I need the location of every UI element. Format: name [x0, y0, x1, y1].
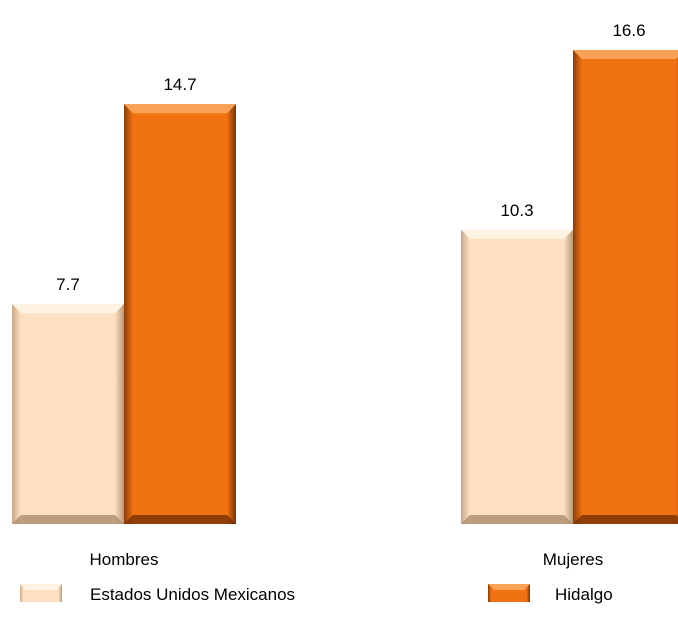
- bar-hombres-estados-unidos-mexicanos: [12, 304, 124, 524]
- bars-layer: [12, 49, 678, 525]
- bar-hombres-hidalgo: [124, 104, 236, 525]
- legend-swatch: [488, 584, 530, 602]
- legend-label: Hidalgo: [555, 585, 613, 604]
- legend-item-estados-unidos-mexicanos: Estados Unidos Mexicanos: [20, 584, 295, 604]
- legend-swatch: [20, 584, 62, 602]
- bar-mujeres-estados-unidos-mexicanos: [461, 229, 573, 524]
- data-label-mujeres-estados-unidos-mexicanos: 10.3: [500, 201, 533, 220]
- bar-mujeres-hidalgo: [573, 49, 678, 525]
- category-label-mujeres: Mujeres: [543, 550, 603, 569]
- legend-item-hidalgo: Hidalgo: [488, 584, 613, 604]
- legend-label: Estados Unidos Mexicanos: [90, 585, 295, 604]
- legend: Estados Unidos Mexicanos Hidalgo: [20, 584, 613, 604]
- data-label-mujeres-hidalgo: 16.6: [612, 21, 645, 40]
- labels-layer: 7.7 14.7 Hombres 10.3 16.6 Mujeres: [56, 21, 645, 569]
- category-label-hombres: Hombres: [90, 550, 159, 569]
- data-label-hombres-estados-unidos-mexicanos: 7.7: [56, 275, 80, 294]
- data-label-hombres-hidalgo: 14.7: [163, 75, 196, 94]
